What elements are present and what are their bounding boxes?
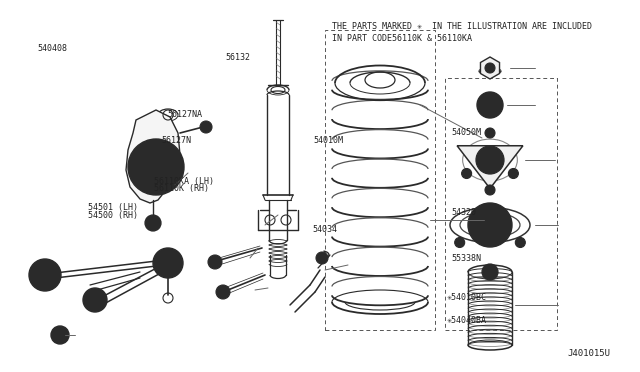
- Circle shape: [454, 237, 465, 247]
- Circle shape: [515, 237, 525, 247]
- Text: IN PART CODE56110K & 56110KA: IN PART CODE56110K & 56110KA: [332, 34, 472, 43]
- Circle shape: [36, 266, 54, 284]
- Text: 56127N: 56127N: [161, 136, 191, 145]
- Text: 56110K (RH): 56110K (RH): [154, 185, 209, 193]
- Polygon shape: [457, 146, 523, 189]
- Text: J401015U: J401015U: [567, 349, 610, 358]
- Circle shape: [508, 169, 518, 179]
- Circle shape: [83, 288, 107, 312]
- Circle shape: [51, 326, 69, 344]
- Text: 56127NA: 56127NA: [168, 110, 203, 119]
- Circle shape: [485, 63, 495, 73]
- Text: 54034: 54034: [312, 225, 337, 234]
- Text: THE PARTS MARKED ✳  IN THE ILLUSTRATION ARE INCLUDED: THE PARTS MARKED ✳ IN THE ILLUSTRATION A…: [332, 22, 592, 31]
- Circle shape: [485, 128, 495, 138]
- Circle shape: [482, 264, 498, 280]
- Circle shape: [128, 139, 184, 195]
- Circle shape: [468, 203, 512, 247]
- Circle shape: [482, 152, 498, 168]
- Circle shape: [200, 121, 212, 133]
- Circle shape: [138, 149, 174, 185]
- Polygon shape: [126, 110, 180, 203]
- Text: ✳54040BA: ✳54040BA: [447, 316, 486, 325]
- Polygon shape: [481, 57, 500, 79]
- Text: 55338N: 55338N: [451, 254, 481, 263]
- Text: 54501 (LH): 54501 (LH): [88, 203, 138, 212]
- Circle shape: [482, 97, 498, 113]
- Circle shape: [482, 217, 498, 233]
- Circle shape: [29, 259, 61, 291]
- Circle shape: [485, 185, 495, 195]
- Circle shape: [486, 101, 494, 109]
- Text: ✳54010BC: ✳54010BC: [447, 293, 486, 302]
- Text: 54500 (RH): 54500 (RH): [88, 211, 138, 220]
- Circle shape: [316, 252, 328, 264]
- Circle shape: [476, 146, 504, 174]
- Circle shape: [145, 215, 161, 231]
- Text: 540408: 540408: [37, 44, 67, 53]
- Text: 56132: 56132: [225, 53, 250, 62]
- Circle shape: [153, 248, 183, 278]
- Circle shape: [461, 169, 472, 179]
- Circle shape: [216, 285, 230, 299]
- Circle shape: [475, 210, 505, 240]
- Bar: [445, 78, 557, 330]
- Circle shape: [208, 255, 222, 269]
- Text: 54010M: 54010M: [314, 136, 344, 145]
- Text: 54050M: 54050M: [451, 128, 481, 137]
- Bar: [325, 30, 435, 330]
- Circle shape: [477, 92, 503, 118]
- Text: 54320: 54320: [451, 208, 476, 217]
- Text: 56110KA (LH): 56110KA (LH): [154, 177, 214, 186]
